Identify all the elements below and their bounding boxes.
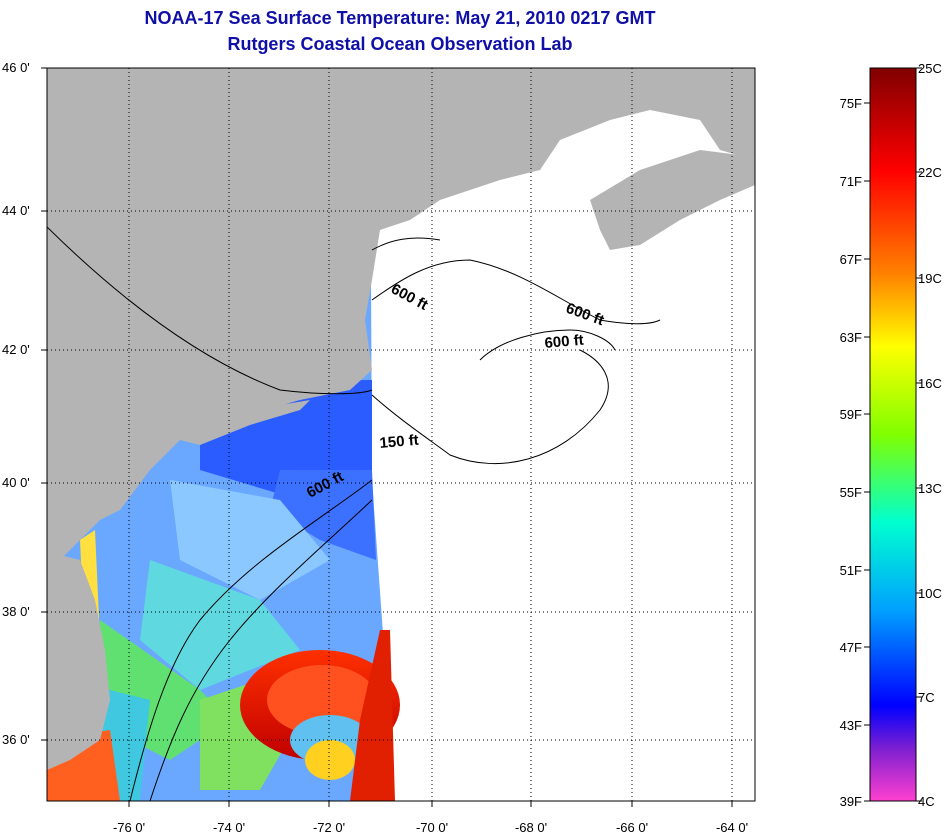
contour-label: 600 ft bbox=[544, 332, 585, 352]
lat-tick-label: 36 0' bbox=[2, 732, 30, 747]
map-subtitle: Rutgers Coastal Ocean Observation Lab bbox=[227, 34, 573, 54]
colorbar-f-label: 55F bbox=[840, 485, 862, 500]
lon-tick-label: -64 0' bbox=[716, 820, 748, 835]
colorbar-f-label: 39F bbox=[840, 794, 862, 809]
lat-tick-label: 38 0' bbox=[2, 604, 30, 619]
contour-label: 150 ft bbox=[379, 432, 420, 452]
lat-tick-label: 40 0' bbox=[2, 475, 30, 490]
lon-tick-label: -66 0' bbox=[616, 820, 648, 835]
colorbar-f-label: 43F bbox=[840, 718, 862, 733]
colorbar-c-label: 25C bbox=[918, 61, 942, 76]
colorbar-f-label: 75F bbox=[840, 96, 862, 111]
colorbar-c-label: 19C bbox=[918, 271, 942, 286]
lat-tick-label: 46 0' bbox=[2, 60, 30, 75]
colorbar-f-label: 59F bbox=[840, 407, 862, 422]
lat-tick-label: 44 0' bbox=[2, 203, 30, 218]
colorbar-f-label: 51F bbox=[840, 563, 862, 578]
lon-tick-label: -72 0' bbox=[313, 820, 345, 835]
colorbar-c-label: 10C bbox=[918, 586, 942, 601]
colorbar-f-label: 63F bbox=[840, 330, 862, 345]
colorbar-c-label: 13C bbox=[918, 481, 942, 496]
colorbar-c-label: 7C bbox=[918, 690, 935, 705]
lon-tick-label: -70 0' bbox=[416, 820, 448, 835]
lon-tick-label: -76 0' bbox=[113, 820, 145, 835]
colorbar-f-label: 67F bbox=[840, 252, 862, 267]
lon-tick-label: -68 0' bbox=[515, 820, 547, 835]
lat-tick-label: 42 0' bbox=[2, 342, 30, 357]
lon-tick-label: -74 0' bbox=[213, 820, 245, 835]
colorbar-c-label: 4C bbox=[918, 794, 935, 809]
colorbar-f-label: 47F bbox=[840, 640, 862, 655]
colorbar-f-label: 71F bbox=[840, 174, 862, 189]
map-title: NOAA-17 Sea Surface Temperature: May 21,… bbox=[144, 8, 656, 28]
map-frame bbox=[46, 67, 756, 802]
colorbar-c-label: 22C bbox=[918, 165, 942, 180]
bathymetry-contours bbox=[47, 226, 661, 801]
colorbar-c-label: 16C bbox=[918, 376, 942, 391]
colorbar bbox=[869, 67, 917, 802]
land-masses bbox=[47, 68, 755, 770]
axis-ticks bbox=[41, 67, 733, 807]
